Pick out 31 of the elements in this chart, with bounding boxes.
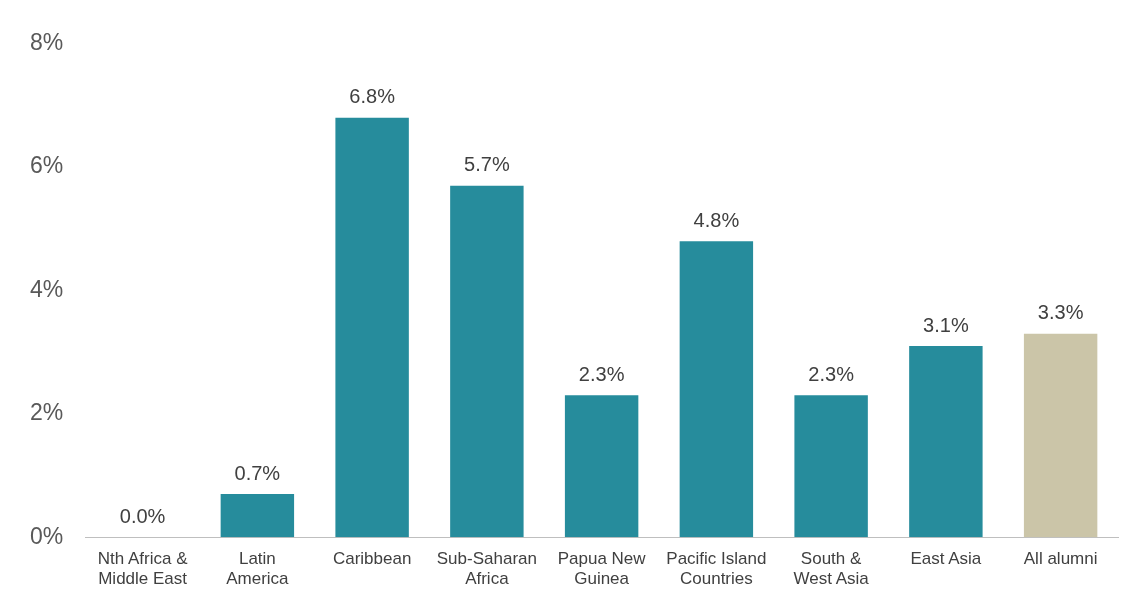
bar: [564, 395, 639, 538]
data-label: 4.8%: [693, 208, 740, 231]
x-tick-label: Nth Africa & Middle East: [97, 549, 189, 589]
x-tick-label: Papua New Guinea: [557, 549, 647, 589]
data-label: 2.3%: [808, 362, 855, 385]
bar: [450, 185, 524, 538]
x-tick-label: Pacific Island Countries: [666, 549, 767, 589]
bar: [335, 117, 409, 538]
bar: [220, 494, 295, 538]
bar: [679, 241, 754, 538]
y-tick-label: 2%: [29, 399, 64, 426]
bar: [909, 346, 983, 538]
data-label: 0.7%: [234, 461, 281, 484]
y-tick-label: 8%: [29, 29, 64, 56]
x-tick-label: East Asia: [910, 549, 982, 569]
data-label: 5.7%: [464, 153, 510, 176]
x-tick-label: South & West Asia: [793, 549, 870, 589]
data-label: 6.8%: [349, 85, 396, 108]
x-tick-label: Caribbean: [332, 549, 412, 569]
data-label: 0.0%: [119, 504, 166, 527]
data-label: 2.3%: [578, 362, 625, 385]
data-label: 3.1%: [923, 313, 969, 336]
x-tick-label: Sub-Saharan Africa: [436, 549, 537, 589]
y-tick-label: 0%: [29, 522, 64, 549]
bar: [1023, 333, 1098, 538]
data-label: 3.3%: [1037, 301, 1084, 324]
y-tick-label: 6%: [29, 152, 64, 179]
y-tick-label: 4%: [29, 275, 64, 302]
x-tick-label: All alumni: [1023, 549, 1098, 569]
bar: [794, 395, 868, 538]
x-tick-label: Latin America: [226, 549, 290, 589]
